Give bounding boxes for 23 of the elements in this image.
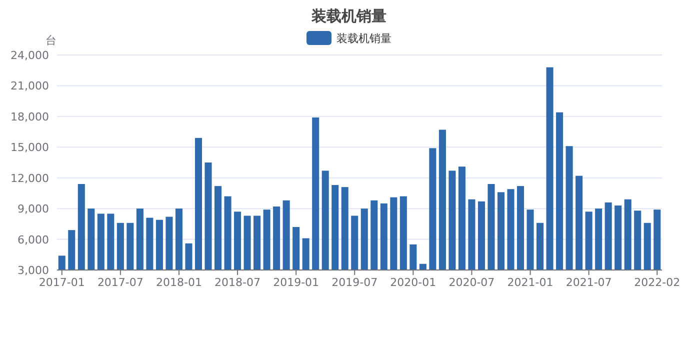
x-tick-label: 2021-01 [507,276,554,289]
x-tick-label: 2022-02 [634,276,680,289]
x-tick-label: 2018-01 [156,276,202,289]
y-tick-label: 15,000 [10,141,49,154]
y-tick-label: 6,000 [18,233,49,246]
legend-label: 装载机销量 [336,32,392,45]
x-tick-label: 2018-07 [214,276,261,289]
y-tick-label: 24,000 [10,49,49,62]
x-tick-label: 2020-01 [390,276,436,289]
x-tick-label: 2019-01 [273,276,320,289]
x-tick-label: 2021-07 [566,276,612,289]
x-tick-label: 2017-07 [97,276,144,289]
x-tick-label: 2017-01 [38,276,85,289]
chart-title: 装载机销量 [310,7,386,25]
y-tick-label: 9,000 [18,202,49,216]
y-tick-label: 21,000 [10,80,49,93]
y-tick-label: 12,000 [10,172,49,185]
y-axis-title: 台 [46,34,56,47]
x-tick-label: 2019-07 [332,276,378,289]
x-tick-label: 2020-07 [448,276,495,289]
y-tick-label: 18,000 [10,110,49,124]
y-tick-label: 3,000 [18,264,49,277]
legend: 装载机销量 [306,31,392,45]
